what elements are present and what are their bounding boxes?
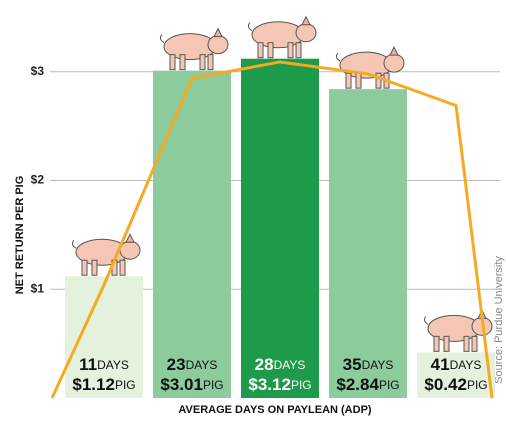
value-number: $1.12 — [72, 375, 115, 394]
pig-head — [384, 54, 404, 72]
pig-leg — [434, 336, 439, 351]
bar — [153, 71, 231, 398]
pig-icon — [72, 234, 140, 275]
value-unit: PIG — [467, 378, 488, 392]
category-unit: DAYS — [186, 358, 218, 372]
pig-leg — [472, 336, 477, 351]
pig-tail — [336, 53, 340, 61]
pig-leg — [464, 336, 469, 351]
pig-leg — [180, 55, 185, 70]
bar — [241, 59, 319, 398]
pig-ear — [126, 234, 134, 242]
chart: NET RETURN PER PIG AVERAGE DAYS ON PAYLE… — [0, 0, 506, 421]
category-unit: DAYS — [274, 358, 306, 372]
pig-icon — [248, 17, 316, 58]
category-label: 11DAYS — [79, 355, 129, 374]
pig-head — [208, 36, 228, 54]
value-number: $3.12 — [248, 375, 291, 394]
value-label: $0.42PIG — [424, 375, 487, 394]
category-number: 28 — [255, 355, 274, 374]
category-number: 11 — [79, 355, 97, 374]
pig-leg — [268, 43, 273, 58]
pig-icon — [160, 29, 228, 70]
bar — [329, 89, 407, 398]
category-unit: DAYS — [450, 358, 482, 372]
category-number: 41 — [431, 355, 450, 374]
category-number: 35 — [343, 355, 362, 374]
category-label: 41DAYS — [431, 355, 482, 374]
category-label: 28DAYS — [255, 355, 306, 374]
pig-leg — [444, 336, 449, 351]
value-number: $3.01 — [160, 375, 203, 394]
category-number: 23 — [167, 355, 186, 374]
x-axis-label: AVERAGE DAYS ON PAYLEAN (ADP) — [178, 404, 371, 416]
pig-tail — [72, 240, 76, 248]
pig-head — [296, 24, 316, 42]
pig-leg — [200, 55, 205, 70]
pig-leg — [346, 73, 351, 88]
y-tick-label: $1 — [31, 281, 45, 295]
pig-leg — [288, 43, 293, 58]
y-tick-label: $2 — [31, 173, 45, 187]
value-label: $3.01PIG — [160, 375, 223, 394]
value-number: $0.42 — [424, 375, 467, 394]
pig-leg — [376, 73, 381, 88]
category-unit: DAYS — [362, 358, 394, 372]
pig-leg — [296, 43, 301, 58]
y-tick-label: $3 — [31, 64, 45, 78]
value-unit: PIG — [291, 378, 312, 392]
value-unit: PIG — [379, 378, 400, 392]
pig-ear — [214, 29, 222, 37]
category-unit: DAYS — [97, 358, 129, 372]
pig-leg — [170, 55, 175, 70]
value-unit: PIG — [203, 378, 224, 392]
pig-ear — [390, 47, 398, 55]
value-label: $1.12PIG — [72, 375, 135, 394]
pig-leg — [92, 260, 97, 275]
value-number: $2.84 — [336, 375, 379, 394]
pig-tail — [160, 35, 164, 43]
category-label: 35DAYS — [343, 355, 394, 374]
value-label: $3.12PIG — [248, 375, 311, 394]
value-unit: PIG — [115, 378, 136, 392]
value-label: $2.84PIG — [336, 375, 399, 394]
pig-leg — [82, 260, 87, 275]
pig-ear — [302, 17, 310, 25]
pig-leg — [356, 73, 361, 88]
category-label: 23DAYS — [167, 355, 218, 374]
pig-leg — [208, 55, 213, 70]
pig-leg — [120, 260, 125, 275]
y-axis-label: NET RETURN PER PIG — [14, 176, 26, 295]
pig-tail — [424, 316, 428, 324]
pig-tail — [248, 23, 252, 31]
pig-leg — [258, 43, 263, 58]
